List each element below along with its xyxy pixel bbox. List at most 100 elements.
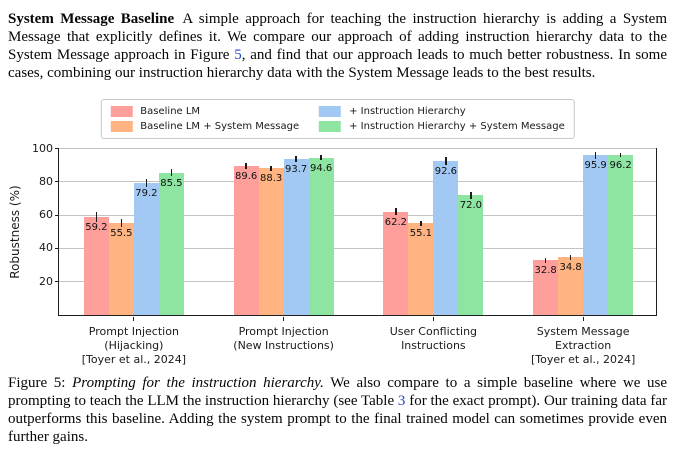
error-bar [270,165,272,171]
error-bar [320,155,322,161]
y-axis-label: Robustness (%) [8,185,22,279]
figure-5-chart: Baseline LM Baseline LM + System Message +… [0,94,675,366]
legend-swatch [319,106,342,117]
bar-3-group-1 [133,183,159,315]
bar-value-label: 96.2 [609,159,632,171]
caption-text-2: for the exact prompt). Our training data… [8,393,667,445]
chart-legend: Baseline LM Baseline LM + System Message +… [100,99,575,139]
error-bar [145,179,148,188]
bar-value-label: 94.6 [309,162,333,174]
bar-value-label: 62.2 [384,216,408,228]
bar-1-group-3 [383,211,409,315]
y-tick-mark [55,247,59,249]
x-tick-label-line: [Toyer et al., 2024] [81,353,187,366]
legend-label: Baseline LM [140,106,201,117]
error-bar [395,208,397,215]
bar-4-group-1 [158,172,184,315]
bar-2-group-4 [558,257,584,315]
paragraph-heading: System Message Baseline [8,11,175,27]
y-tick-mark [55,181,59,183]
gridline [59,247,656,249]
gridline [59,214,656,216]
bar-value-label: 32.8 [534,265,557,277]
y-tick-mark [55,148,59,150]
bar-4-group-2 [308,157,334,315]
legend-item-1: Baseline LM [110,106,299,117]
x-tick-mark [582,317,584,321]
error-bar [619,152,622,158]
bar-value-label: 93.7 [284,164,308,176]
x-tick-mark [283,317,285,321]
bar-value-label: 85.5 [160,177,183,189]
error-bar [445,156,447,166]
bar-value-label: 55.1 [409,228,433,240]
body-paragraph: System Message Baseline A simple approach… [8,0,667,82]
bar-value-label: 55.5 [110,227,133,239]
x-tick-label-line: (Hijacking) [104,339,164,352]
bar-value-label: 92.6 [434,165,458,177]
bar-3-group-2 [283,159,309,315]
bar-value-label: 72.0 [459,200,483,212]
bar-1-group-4 [533,260,559,315]
bar-4-group-3 [458,195,484,315]
bar-2-group-1 [108,222,134,315]
bar-3-group-4 [583,155,609,315]
error-bar [95,211,98,222]
plot-area: Robustness (%) 20 40 60 80 100 Prompt Injecti… [8,142,657,366]
x-tick-label-line: User Conflicting [389,325,478,338]
bar-value-label: 88.3 [259,173,283,185]
error-bar [569,254,572,260]
table-3-link[interactable]: 3 [397,393,406,409]
y-tick-label: 40 [39,241,53,255]
caption-italic-title: Prompting for the instruction hierarchy. [72,375,324,391]
y-tick-label: 100 [32,141,53,155]
error-bar [245,162,247,170]
x-tick-label: User Conflicting Instructions [390,325,477,353]
legend-item-4: + Instruction Hierarchy + System Message [319,121,565,132]
error-bar [544,257,547,263]
y-tick-mark [55,281,59,283]
x-tick-label: System Message Extraction [Toyer et al., 2… [531,325,635,367]
bar-2-group-2 [258,168,284,315]
x-tick-label: Prompt Injection (Hijacking) [Toyer et al.… [82,325,186,367]
bar-4-group-4 [608,154,634,315]
y-tick-label: 60 [39,208,53,222]
bar-value-label: 89.6 [234,170,258,182]
legend-swatch [319,121,342,132]
figure-caption: Figure 5: Prompting for the instruction … [8,374,667,446]
legend-swatch [110,121,133,132]
gridline [59,148,656,150]
x-tick-mark [133,317,135,321]
legend-label: Baseline LM + System Message [140,121,300,132]
bar-value-label: 95.9 [584,160,607,172]
bar-2-group-3 [408,223,434,315]
x-tick-label-line: Instructions [401,339,466,352]
legend-item-2: Baseline LM + System Message [110,121,299,132]
error-bar [120,218,123,227]
error-bar [594,152,597,159]
y-tick-mark [55,214,59,216]
y-tick-label: 20 [39,274,53,288]
legend-swatch [110,106,133,117]
bar-value-label: 34.8 [559,262,582,274]
x-tick-label-line: System Message [536,325,630,338]
x-tick-label-line: [Toyer et al., 2024] [530,353,636,366]
error-bar [170,169,173,177]
x-tick-label-line: Prompt Injection [238,325,329,338]
bar-1-group-1 [83,216,109,315]
legend-item-3: + Instruction Hierarchy [319,106,565,117]
x-tick-label-line: (New Instructions) [233,339,334,352]
legend-label: + Instruction Hierarchy [349,106,466,117]
bar-3-group-3 [433,160,459,315]
bar-value-label: 79.2 [135,188,158,200]
caption-text-1: We also compare to a simple baseline whe… [8,375,667,409]
error-bar [295,155,297,163]
y-tick-label: 80 [39,174,53,188]
figure-5-link[interactable]: 5 [234,47,242,63]
x-tick-label-line: Extraction [555,339,612,352]
legend-label: + Instruction Hierarchy + System Message [349,121,565,132]
bar-value-label: 59.2 [85,221,108,233]
error-bar [470,191,472,199]
bar-1-group-2 [233,165,259,315]
